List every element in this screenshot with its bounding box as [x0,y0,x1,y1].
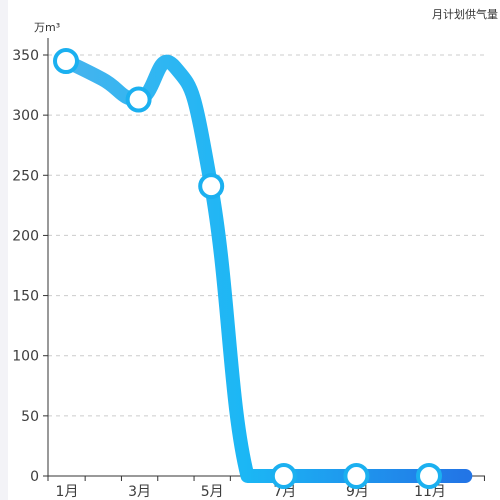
y-tick-label: 150 [12,289,39,305]
x-tick-label: 5月 [201,484,224,500]
series-layer [59,54,473,484]
y-tick-label: 250 [12,168,39,184]
x-tick-label: 11月 [414,484,446,500]
y-tick-label: 300 [12,108,39,124]
y-tick-label: 100 [12,349,39,365]
data-point-marker[interactable] [198,173,225,200]
data-point-marker[interactable] [53,48,79,75]
grid-lines [48,54,485,417]
series-line [59,54,473,484]
y-tick-label: 350 [12,48,39,64]
x-tick-label: 1月 [56,484,79,500]
data-point-marker[interactable] [270,463,297,489]
data-point-marker[interactable] [343,463,370,489]
x-tick-label: 3月 [128,484,151,500]
data-point-marker[interactable] [416,463,442,489]
legend-series-label[interactable]: 月计划供气量 [432,7,498,21]
y-tick-label: 50 [21,409,39,425]
marker-layer [53,48,442,489]
y-axis-unit-label: 万m³ [34,21,60,34]
data-point-marker[interactable] [125,86,152,113]
y-tick-label: 200 [12,228,39,244]
left-edge-strip [0,0,8,500]
y-tick-label: 0 [30,469,39,485]
